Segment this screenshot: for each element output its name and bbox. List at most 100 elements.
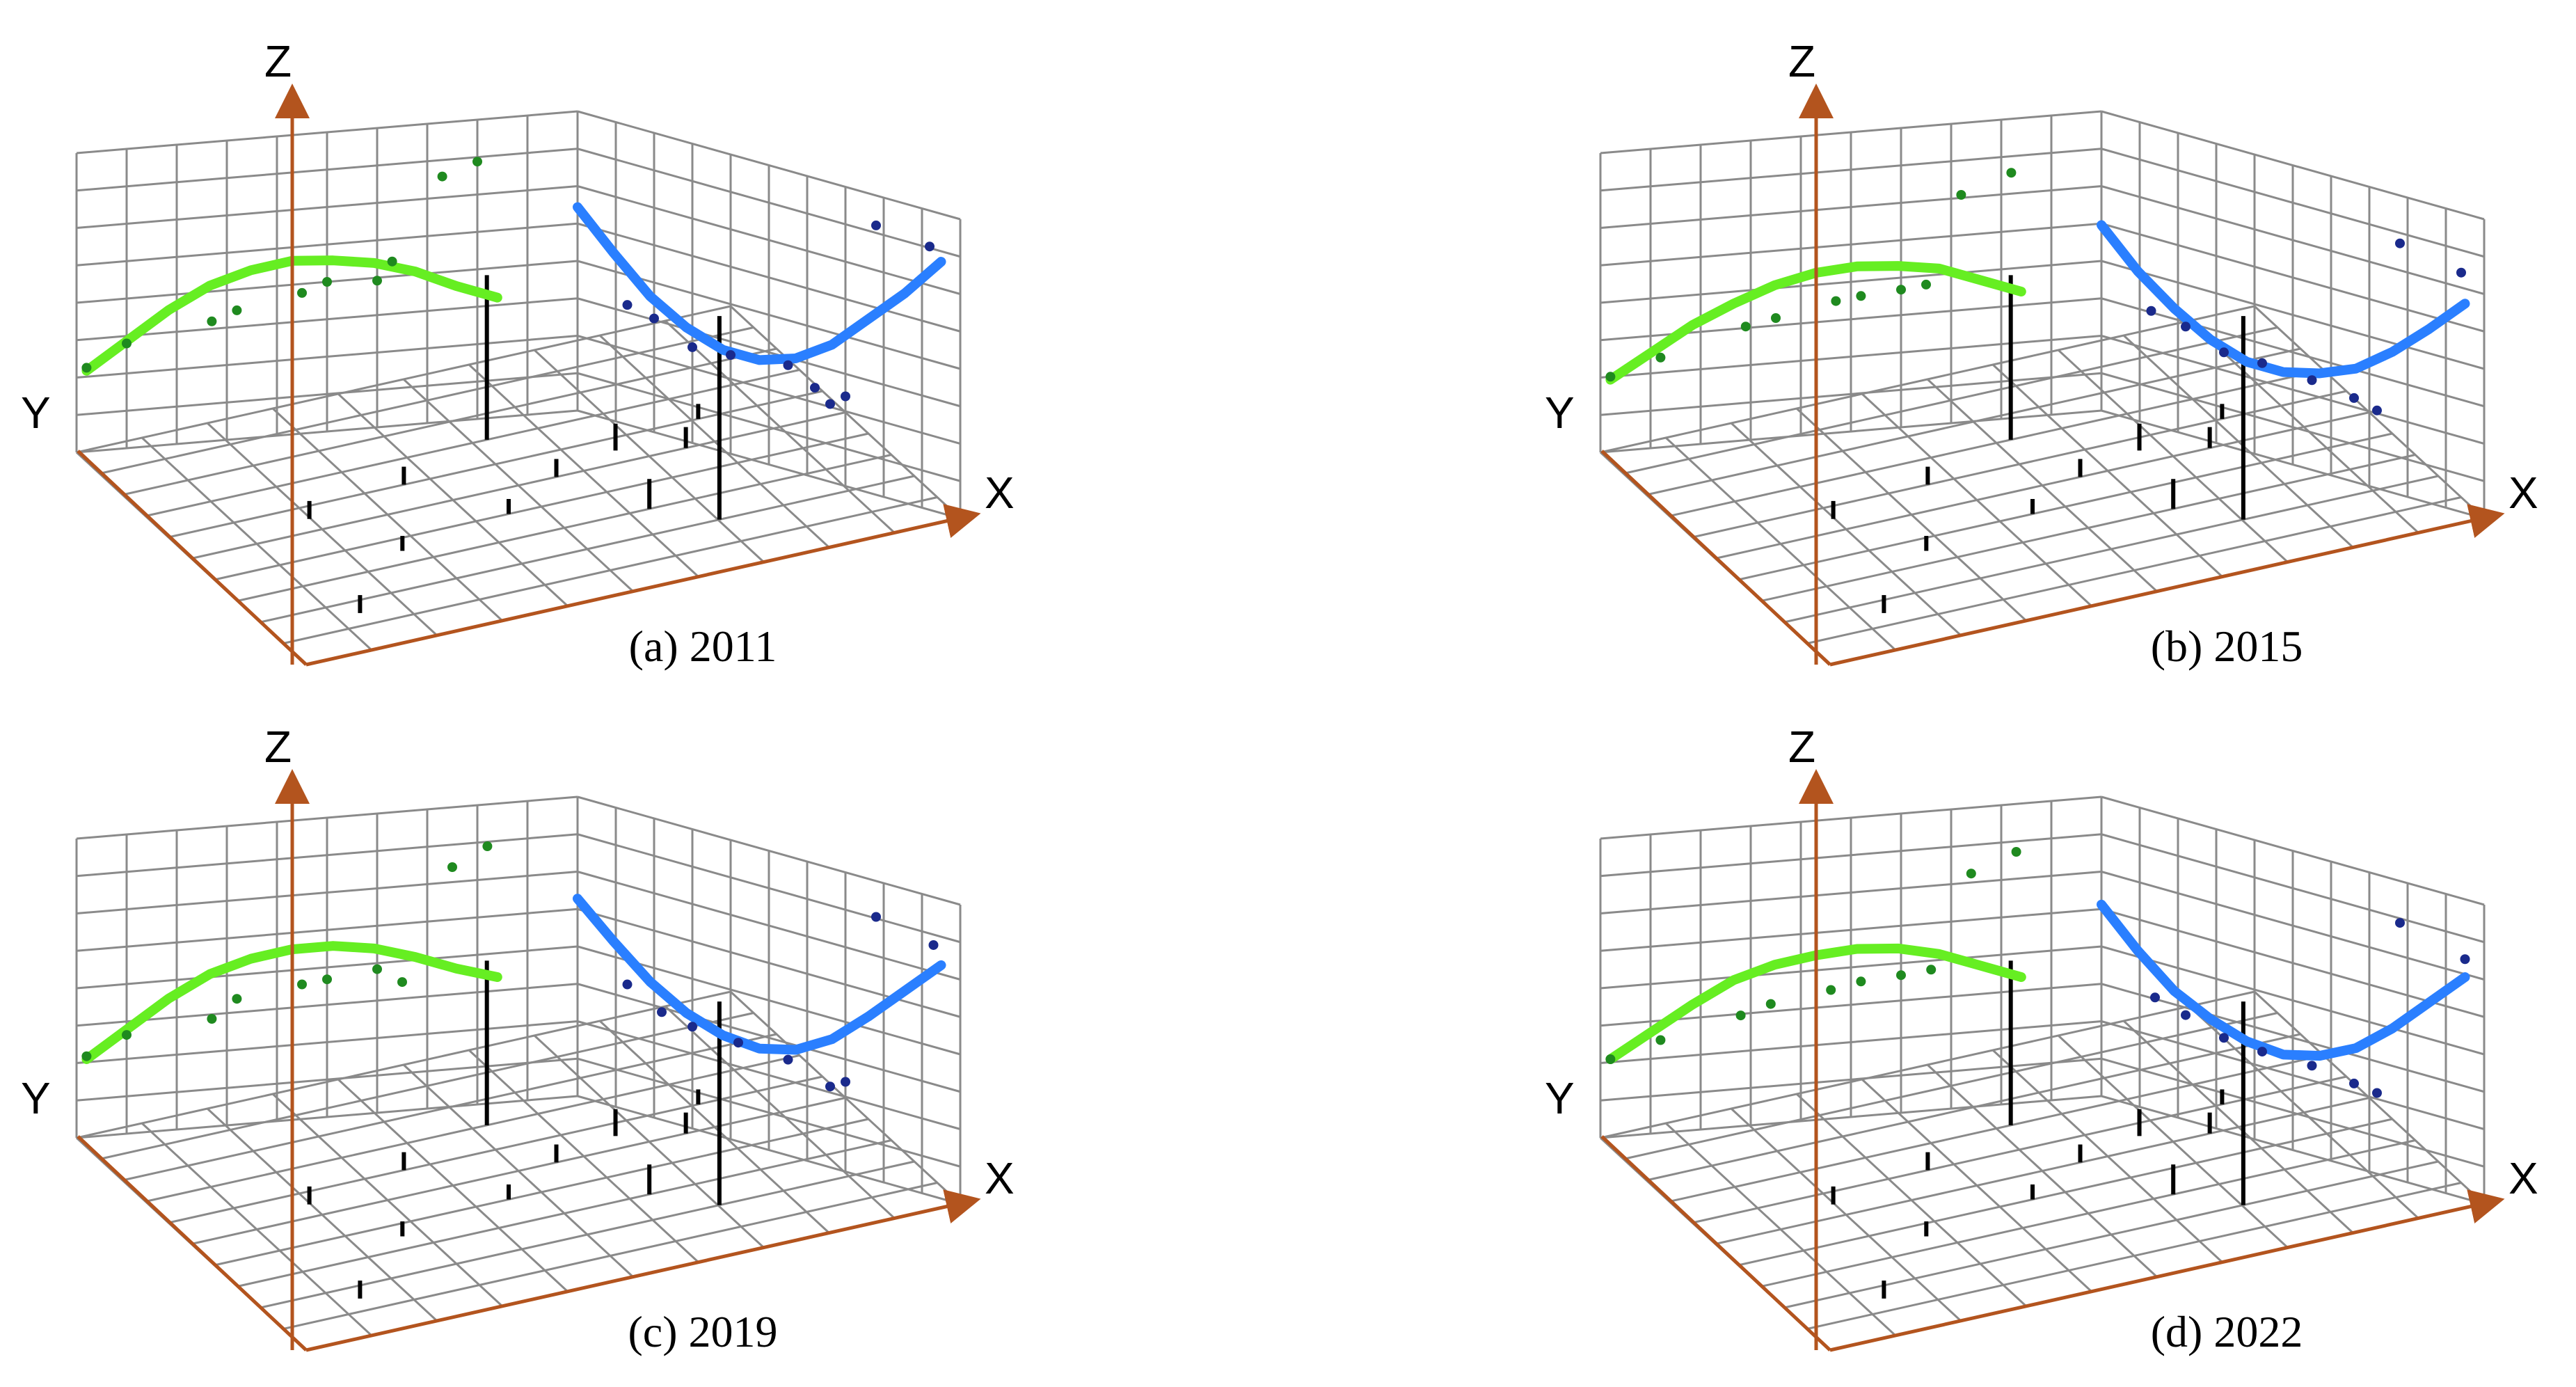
wall-grid-line <box>1600 409 2102 454</box>
panel-d: Z X Y (d) 2022 <box>1545 722 2538 1356</box>
green-data-point <box>1856 291 1866 301</box>
z-axis-label: Z <box>264 36 292 86</box>
wall-grid-line <box>76 1057 578 1102</box>
green-data-point <box>1735 1010 1746 1021</box>
blue-curve <box>2097 220 2470 379</box>
wall-grid-line <box>1600 871 2102 914</box>
blue-data-point <box>825 399 835 409</box>
panel-a: Z X Y (a) 2011 <box>21 36 1015 671</box>
green-data-point <box>297 979 307 990</box>
green-data-point <box>232 994 242 1004</box>
blue-data-point <box>928 940 939 950</box>
floor-grid-line <box>76 990 731 1139</box>
floor-grid-line <box>145 1054 800 1203</box>
floor-grid-line <box>1692 1075 2347 1224</box>
blue-data-point <box>726 350 736 360</box>
floor-grid-line <box>598 1020 831 1235</box>
wall-grid-line <box>1600 372 2102 416</box>
wall-grid-line <box>1600 260 2102 304</box>
green-data-point <box>1856 976 1866 987</box>
wall-grid-line <box>577 795 961 906</box>
blue-data-point <box>810 383 820 393</box>
wall-grid-line <box>2101 795 2485 906</box>
wall-grid-line <box>577 983 961 1093</box>
wall-grid-line <box>577 222 961 333</box>
blue-data-point <box>871 220 881 230</box>
wall-grid-line <box>577 148 961 258</box>
wall-grid-line <box>76 871 578 914</box>
blue-data-point <box>871 912 881 922</box>
panel-c: Z X Y (c) 2019 <box>21 722 1015 1356</box>
green-data-point <box>1896 285 1906 295</box>
floor-grid-line <box>664 1005 896 1220</box>
blue-data-point <box>2307 375 2317 386</box>
green-data-point <box>2006 168 2017 178</box>
wall-grid-line <box>76 945 578 990</box>
green-data-point <box>1771 313 1781 323</box>
floor-grid-line <box>2057 349 2289 564</box>
floor-grid-line <box>2122 1020 2355 1235</box>
green-data-point <box>372 276 382 286</box>
y-axis-line <box>77 450 308 666</box>
x-axis-line <box>1829 504 2505 667</box>
wall-grid-line <box>1600 335 2102 379</box>
y-axis-line <box>77 1135 308 1352</box>
floor-grid-line <box>1600 305 2255 454</box>
wall-grid-line <box>577 297 961 408</box>
wall-grid-line <box>1600 185 2102 229</box>
blue-data-point <box>2257 358 2267 368</box>
blue-curve <box>2097 899 2470 1061</box>
panel-b: Z X Y (b) 2015 <box>1545 36 2538 671</box>
green-data-point <box>1926 965 1937 975</box>
wall-grid-line <box>76 795 578 840</box>
green-data-point <box>122 338 132 349</box>
floor-grid-line <box>191 411 846 560</box>
wall-grid-line <box>2101 983 2485 1093</box>
wall-grid-line <box>76 222 578 267</box>
blue-data-point <box>783 1054 793 1065</box>
floor-grid-line <box>664 319 896 534</box>
blue-data-point <box>2456 267 2466 278</box>
floor-grid-line <box>191 1097 846 1245</box>
floor-grid-line <box>1991 363 2224 578</box>
wall-grid-line <box>76 148 578 192</box>
wall-grid-line <box>1600 1057 2102 1102</box>
wall-grid-line <box>2101 335 2485 445</box>
blue-data-point <box>2146 306 2156 316</box>
blue-data-point <box>2372 405 2382 415</box>
green-data-point <box>1956 190 1966 200</box>
x-axis-label: X <box>985 1153 1015 1203</box>
green-data-point <box>322 277 332 287</box>
blue-curve <box>573 202 946 365</box>
wall-grid-line <box>577 871 961 981</box>
blue-data-point <box>733 1038 743 1048</box>
x-axis-line <box>305 1189 981 1352</box>
floor-grid-line <box>533 349 765 564</box>
z-axis-label: Z <box>1788 36 1815 86</box>
green-data-point <box>232 305 242 315</box>
blue-data-point <box>2307 1061 2317 1071</box>
wall-grid-line <box>76 983 578 1027</box>
wall-grid-line <box>2101 908 2485 1018</box>
wall-grid-line <box>1600 148 2102 192</box>
green-data-point <box>207 316 217 326</box>
floor-grid-line <box>2057 1034 2289 1249</box>
wall-grid-line <box>2101 945 2485 1056</box>
floor-grid-line <box>1669 1054 2324 1203</box>
blue-data-point <box>2349 1078 2359 1088</box>
y-axis-label: Y <box>21 1073 51 1123</box>
blue-data-point <box>841 1077 850 1087</box>
blue-data-point <box>687 1022 697 1032</box>
floor-grid-line <box>1715 411 2370 560</box>
wall-grid-line <box>2101 110 2485 221</box>
wall-grid-line <box>2101 871 2485 981</box>
wall-grid-line <box>2101 1020 2485 1130</box>
wall-grid-line <box>1600 1020 2102 1064</box>
green-data-point <box>1966 869 1976 879</box>
blue-data-point <box>687 342 697 352</box>
green-data-point <box>81 1051 92 1061</box>
floor-grid-line <box>1600 990 2255 1139</box>
wall-grid-line <box>1600 795 2102 840</box>
green-data-point <box>1605 1054 1616 1064</box>
wall-grid-line <box>76 110 578 154</box>
